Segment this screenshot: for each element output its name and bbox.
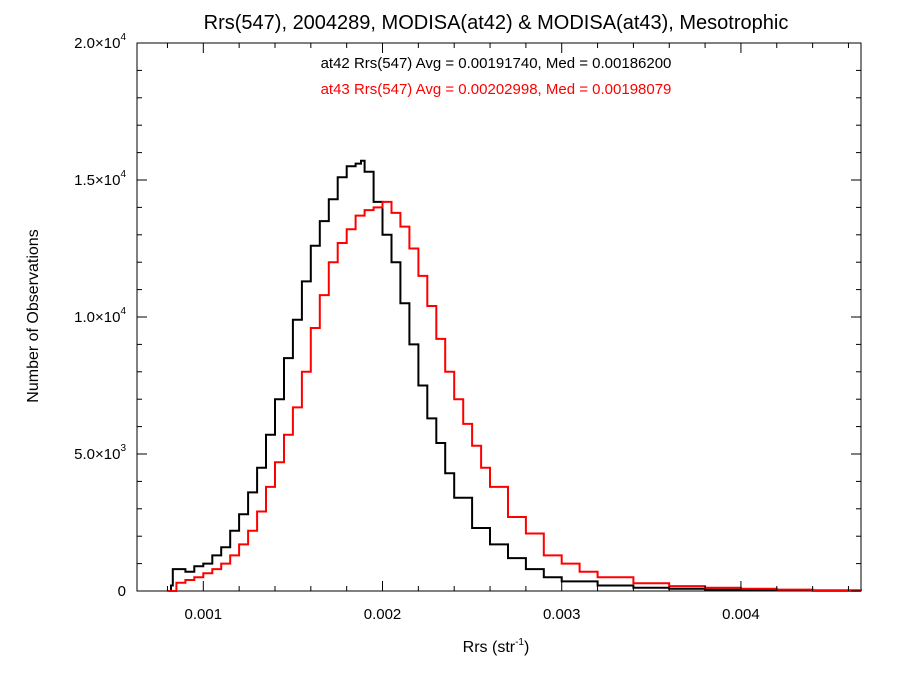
- series-line-0: [167, 159, 862, 592]
- x-tick-label: 0.003: [543, 606, 581, 623]
- plot-area: [136, 42, 862, 592]
- y-tick-exponent: 4: [120, 306, 126, 317]
- y-axis-label: Number of Observations: [25, 229, 42, 402]
- annotation-at43: at43 Rrs(547) Avg = 0.00202998, Med = 0.…: [321, 81, 672, 98]
- x-tick-label: 0.002: [364, 606, 402, 623]
- y-tick-label: 1.0×104: [74, 306, 126, 326]
- x-axis: 0.001 0.002 0.003 0.004: [166, 43, 849, 623]
- annotation-at42: at42 Rrs(547) Avg = 0.00191740, Med = 0.…: [321, 55, 672, 72]
- plot-frame: [136, 42, 862, 592]
- series-line-1: [167, 200, 862, 592]
- y-tick-label: 0: [118, 583, 126, 600]
- y-tick-label: 1.5×104: [74, 169, 126, 189]
- y-tick-exponent: 4: [120, 169, 126, 180]
- y-tick-mantissa: 5.0×10: [74, 446, 120, 463]
- y-tick-label: 5.0×103: [74, 443, 126, 463]
- x-axis-label-end: ): [524, 639, 529, 656]
- y-tick-mantissa: 2.0×10: [74, 35, 120, 52]
- y-tick-mantissa: 1.0×10: [74, 309, 120, 326]
- x-axis-label-base: Rrs (str: [463, 639, 516, 656]
- y-tick-mantissa: 1.5×10: [74, 172, 120, 189]
- y-tick-mantissa: 0: [118, 583, 126, 600]
- x-axis-label: Rrs (str-1): [463, 637, 530, 656]
- series-layer: [167, 159, 862, 592]
- chart-title: Rrs(547), 2004289, MODISA(at42) & MODISA…: [204, 12, 789, 34]
- y-tick-exponent: 3: [120, 443, 126, 454]
- x-tick-label: 0.001: [185, 606, 223, 623]
- x-tick-label: 0.004: [722, 606, 760, 623]
- y-tick-exponent: 4: [120, 32, 126, 43]
- x-axis-label-sup: -1: [515, 637, 524, 648]
- y-tick-label: 2.0×104: [74, 32, 126, 52]
